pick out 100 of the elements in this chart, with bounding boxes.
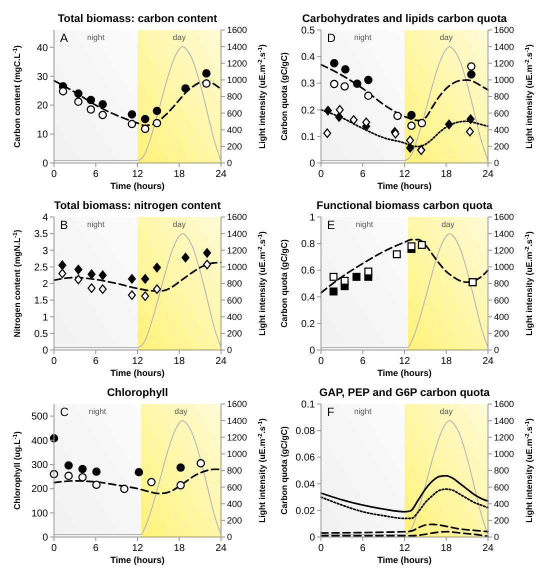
chart-title: GAP, PEP and G6P carbon quota (319, 387, 491, 399)
y-tick-label: 0.3 (301, 78, 316, 90)
y2-tick-label: 0 (227, 158, 232, 168)
x-tick-label: 0 (51, 356, 58, 367)
x-tick-label: 0 (51, 543, 58, 554)
y2-tick-label: 800 (494, 278, 510, 289)
y2-tick-label: 1200 (494, 58, 514, 68)
y-tick-label: 300 (31, 460, 48, 471)
y2-tick-label: 400 (494, 124, 510, 135)
x-axis-title: Time (hours) (377, 368, 432, 378)
y2-tick-label: 400 (227, 124, 242, 135)
y-axis-title: Carbon quota (gC/gC) (279, 426, 289, 515)
y-tick-label: 10 (36, 130, 48, 141)
x-tick-label: 0 (51, 169, 58, 180)
band-label: night (87, 220, 106, 229)
x-tick-label: 12 (398, 169, 410, 180)
annotation: A (60, 31, 68, 45)
y2-tick-label: 1200 (494, 245, 514, 256)
y2-tick-label: 1400 (494, 42, 514, 52)
y-tick-label: 4 (42, 212, 48, 224)
x-tick-label: 0 (318, 169, 324, 180)
y2-tick-label: 400 (494, 312, 510, 322)
x-axis-title: Time (hours) (377, 555, 432, 565)
chart-title: Total biomass: carbon content (58, 13, 218, 25)
annotation: D (327, 31, 336, 45)
y2-tick-label: 1000 (494, 449, 514, 460)
y2-tick-label: 400 (227, 312, 242, 322)
band-label: day (442, 220, 454, 229)
y-tick-label: 1 (309, 212, 316, 224)
y2-tick-label: 800 (227, 92, 242, 102)
chart-title: Carbohydrates and lipids carbon quota (302, 13, 508, 25)
y-tick-label: 3.5 (34, 229, 48, 240)
y2-tick-label: 1200 (227, 58, 248, 68)
y2-tick-label: 400 (227, 498, 242, 509)
y-tick-label: 0.5 (34, 328, 48, 340)
y2-tick-label: 200 (227, 328, 242, 339)
y2-tick-label: 1600 (227, 212, 248, 222)
x-tick-label: 6 (92, 543, 99, 554)
y2-tick-label: 200 (494, 142, 510, 152)
y-tick-label: 500 (31, 412, 48, 423)
band-label: night (356, 220, 374, 229)
y-tick-label: 100 (31, 508, 48, 520)
y2-tick-label: 1000 (494, 262, 514, 272)
y2-tick-label: 600 (494, 482, 510, 492)
y-tick-label: 0 (309, 346, 316, 356)
band-label: night (354, 33, 372, 42)
x-tick-label: 12 (132, 356, 144, 367)
y-axis-title: Carbon quota (gC/gC) (279, 239, 289, 328)
y2-tick-label: 0 (227, 345, 232, 356)
chart-title: Total biomass: nitrogen content (54, 200, 222, 212)
y2-tick-label: 600 (494, 295, 510, 306)
x-axis-title: Time (hours) (110, 555, 165, 565)
y2-tick-label: 1400 (227, 228, 248, 239)
x-axis-title: Time (hours) (110, 368, 165, 378)
band-label: day (174, 407, 188, 416)
x-tick-label: 6 (92, 169, 99, 180)
annotation: F (327, 405, 334, 419)
y-tick-label: 0.4 (301, 52, 316, 64)
y-axis-title: Carbon quota (gC/gC) (279, 52, 289, 141)
y-tick-label: 1.5 (34, 296, 48, 307)
chart-title: Chlorophyll (106, 387, 168, 399)
y2-tick-label: 1600 (227, 399, 248, 410)
x-tick-label: 6 (360, 543, 366, 554)
y-tick-label: 0.6 (301, 266, 316, 277)
x-tick-label: 24 (215, 543, 227, 554)
x-tick-label: 24 (482, 169, 494, 180)
y-tick-label: 0 (309, 532, 316, 544)
y-tick-label: 400 (31, 436, 48, 447)
x-axis-title: Time (hours) (377, 181, 432, 191)
x-tick-label: 18 (174, 169, 186, 180)
y-tick-label: 30 (36, 72, 48, 83)
y2-tick-label: 1600 (494, 399, 514, 410)
y-tick-label: 0 (42, 346, 48, 356)
x-tick-label: 6 (92, 356, 99, 367)
y2-tick-label: 1600 (494, 212, 514, 222)
y2-tick-label: 1600 (227, 25, 248, 36)
x-tick-label: 24 (215, 169, 227, 180)
y-tick-label: 3 (42, 246, 48, 257)
x-tick-label: 0 (318, 356, 324, 367)
x-tick-label: 18 (440, 169, 452, 180)
y-tick-label: 2.5 (34, 262, 48, 274)
band-label: day (172, 220, 186, 229)
y-tick-label: 20 (36, 100, 48, 112)
x-tick-label: 18 (440, 543, 452, 554)
y2-tick-label: 200 (494, 328, 510, 339)
y-tick-label: 0.8 (301, 239, 316, 250)
y2-tick-label: 200 (227, 142, 242, 152)
y-tick-label: 0.2 (301, 318, 316, 330)
y-tick-label: 200 (31, 484, 48, 496)
x-tick-label: 24 (215, 356, 227, 367)
x-tick-label: 6 (360, 356, 366, 367)
y2-tick-label: 800 (494, 92, 510, 102)
x-tick-label: 12 (398, 543, 410, 554)
annotation: C (60, 405, 69, 419)
band-label: night (88, 407, 107, 416)
y2-tick-label: 800 (494, 466, 510, 476)
y2-tick-label: 1000 (227, 262, 248, 272)
y2-tick-label: 800 (227, 466, 242, 476)
y-tick-label: 1 (42, 312, 48, 324)
band-label: day (440, 33, 453, 42)
